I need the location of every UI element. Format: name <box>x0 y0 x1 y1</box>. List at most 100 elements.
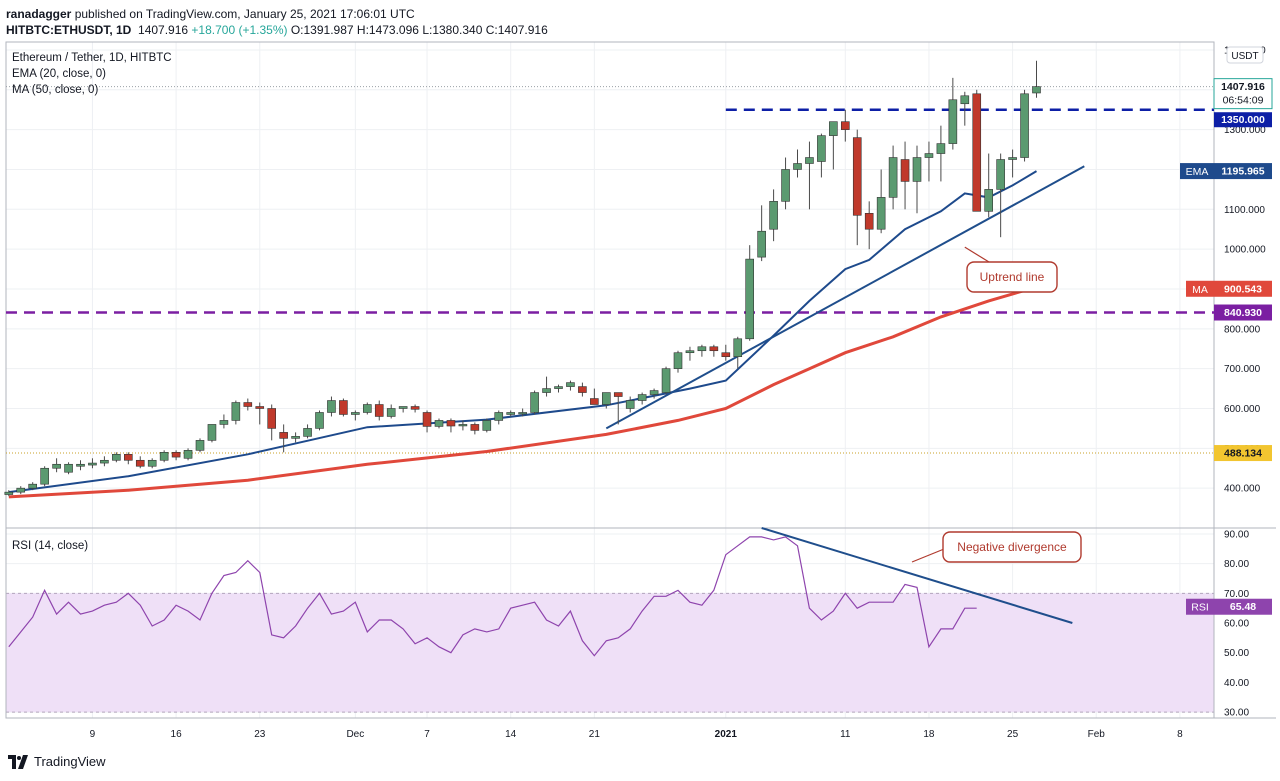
last-price-badge: 1407.916 <box>1221 81 1265 93</box>
candle-body <box>649 390 659 395</box>
candle-body <box>374 404 384 417</box>
candle-up <box>207 424 217 443</box>
candle-body <box>578 386 587 393</box>
candle-down <box>410 404 420 413</box>
candle-up <box>494 410 504 425</box>
candle-up <box>219 414 229 429</box>
ohlc-line: HITBTC:ETHUSDT, 1D 1407.916 +18.700 (+1.… <box>6 22 548 38</box>
x-tick-label: 21 <box>589 729 601 740</box>
callout-pointer <box>964 246 990 263</box>
candle-body <box>135 459 145 467</box>
ema-name-badge-bg <box>1180 163 1214 180</box>
candle-body <box>745 258 755 340</box>
rsi-tick-label: 60.00 <box>1224 619 1249 630</box>
candle-up <box>793 149 802 178</box>
candle-body <box>876 197 886 230</box>
tradingview-brand[interactable]: TradingView <box>34 754 106 769</box>
candle-up <box>601 392 611 409</box>
candle-body <box>159 452 169 461</box>
author-name[interactable]: ranadagger <box>6 7 72 21</box>
candle-body <box>960 95 970 105</box>
candle-body <box>721 352 731 358</box>
candle-body <box>398 406 408 409</box>
candle-up <box>697 344 707 357</box>
x-tick-label: 2021 <box>715 729 738 740</box>
candle-body <box>76 463 85 467</box>
prior-ref-badge-bg <box>1214 445 1272 462</box>
candle-body <box>64 463 73 473</box>
candle-up <box>327 396 336 417</box>
candle-up <box>936 125 946 182</box>
candle-body <box>422 412 432 427</box>
candle-up <box>398 406 408 413</box>
candle-body <box>100 459 109 464</box>
prior-ref-badge: 488.134 <box>1224 448 1262 460</box>
candle-up <box>924 141 934 182</box>
candle-down <box>422 410 432 433</box>
low-value: L:1380.340 <box>422 23 483 37</box>
candle-down <box>613 392 623 425</box>
candle-body <box>506 412 516 415</box>
candle-body <box>1032 86 1041 94</box>
candle-down <box>446 418 456 433</box>
candle-body <box>613 392 623 397</box>
candle-up <box>685 346 695 361</box>
candle-body <box>362 404 372 413</box>
countdown-badge: 06:54:09 <box>1223 95 1264 107</box>
candle-body <box>864 212 874 230</box>
candle-down <box>124 452 133 465</box>
last-price-badge-bg <box>1213 78 1273 110</box>
ma-line <box>8 285 1037 499</box>
candle-up <box>960 91 970 126</box>
rsi-name-badge-bg <box>1186 598 1214 615</box>
candle-up <box>876 169 886 234</box>
candle-down <box>255 402 265 425</box>
high-value: H:1473.096 <box>356 23 419 37</box>
candle-body <box>482 420 492 431</box>
change-value: +18.700 (+1.35%) <box>191 23 288 37</box>
candle-up <box>1020 89 1029 162</box>
ma-value-badge: 900.543 <box>1224 283 1262 295</box>
x-tick-label: 25 <box>1007 729 1019 740</box>
x-tick-label: 11 <box>840 729 851 740</box>
divergence-callout-text: Negative divergence <box>957 540 1067 554</box>
symbol-label: HITBTC:ETHUSDT, 1D <box>6 23 132 37</box>
candle-body <box>434 420 444 427</box>
candle-down <box>374 400 384 421</box>
candle-up <box>112 452 121 463</box>
candle-body <box>446 420 456 427</box>
candle-up <box>506 410 516 417</box>
x-tick-label: 16 <box>171 729 183 740</box>
candle-body <box>171 452 181 458</box>
candle-up <box>733 336 743 369</box>
candle-body <box>888 157 898 198</box>
candle-body <box>267 408 277 429</box>
x-tick-label: 23 <box>254 729 266 740</box>
candle-down <box>135 456 145 469</box>
candle-down <box>852 129 862 246</box>
candle-down <box>339 398 348 417</box>
candle-up <box>817 133 826 178</box>
candle-body <box>494 412 504 421</box>
candle-up <box>183 448 193 461</box>
rsi-tick-label: 70.00 <box>1224 589 1249 600</box>
candle-up <box>888 145 898 210</box>
price-tick-label: 600.000 <box>1224 404 1261 415</box>
ma-legend: MA (50, close, 0) <box>12 84 98 96</box>
candle-body <box>542 388 551 393</box>
candle-body <box>829 121 838 136</box>
candle-body <box>924 153 934 158</box>
chart-header: ranadagger published on TradingView.com,… <box>6 6 548 38</box>
divergence-callout-box <box>942 531 1082 563</box>
candle-body <box>781 169 790 202</box>
currency-tag <box>1226 46 1264 64</box>
candle-up <box>1008 149 1017 178</box>
uptrend-callout-text: Uptrend line <box>980 270 1045 284</box>
candle-down <box>709 344 719 357</box>
candle-up <box>100 456 109 467</box>
price-tick-label: 1300.000 <box>1224 125 1266 136</box>
price-value: 1407.916 <box>138 23 189 37</box>
candle-up <box>458 420 468 431</box>
candle-down <box>864 201 874 250</box>
